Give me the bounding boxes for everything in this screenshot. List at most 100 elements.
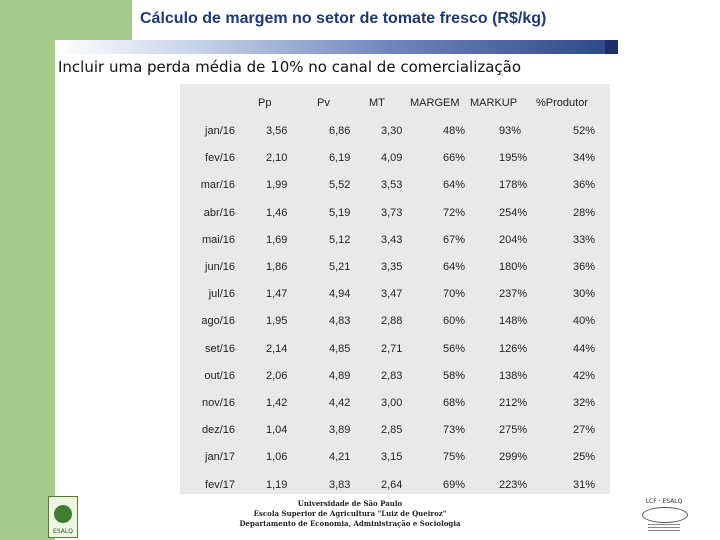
col-header-mt: MT bbox=[369, 97, 385, 109]
table-row: out/16 2,06 4,89 2,83 58% 138% 42% bbox=[0, 370, 720, 390]
cell-pp: 1,42 bbox=[266, 397, 288, 409]
cell-pv: 3,83 bbox=[329, 478, 351, 491]
cell-margem: 73% bbox=[443, 424, 466, 437]
cell-margem: 60% bbox=[443, 315, 466, 328]
cell-produtor: 31% bbox=[573, 478, 596, 491]
footer-school: Escola Superior de Agricultura "Luiz de … bbox=[253, 509, 447, 518]
table-row: dez/16 1,04 3,89 2,85 73% 275% 27% bbox=[0, 424, 720, 444]
cell-mt: 3,30 bbox=[381, 125, 403, 137]
table-row: jun/16 1,86 5,21 3,35 64% 180% 36% bbox=[0, 261, 720, 281]
cell-markup: 93% bbox=[499, 125, 522, 137]
cell-margem: 56% bbox=[443, 342, 466, 355]
col-header-markup: MARKUP bbox=[470, 97, 518, 109]
cell-produtor: 25% bbox=[573, 451, 596, 464]
cell-pv: 6,19 bbox=[329, 152, 351, 165]
cell-markup: 126% bbox=[499, 342, 528, 355]
cell-pv: 5,19 bbox=[329, 206, 351, 219]
title-gradient-bar bbox=[55, 40, 615, 54]
cell-month: dez/16 bbox=[201, 424, 235, 437]
cell-mt: 2,71 bbox=[381, 342, 403, 355]
cell-pp: 1,99 bbox=[266, 179, 288, 192]
esalq-seal-icon: ESALQ bbox=[48, 496, 78, 538]
footer-university: Universidade de São Paulo bbox=[297, 499, 403, 508]
esalq-logo-text: ESALQ bbox=[53, 528, 73, 535]
table-row: jan/17 1,06 4,21 3,15 75% 299% 25% bbox=[0, 451, 720, 471]
cell-month: abr/16 bbox=[203, 206, 235, 219]
cell-pp: 3,56 bbox=[266, 125, 288, 137]
cell-margem: 72% bbox=[443, 206, 466, 219]
cell-pp: 1,69 bbox=[266, 233, 288, 246]
col-header-produtor: %Produtor bbox=[536, 97, 588, 109]
table-row: mai/16 1,69 5,12 3,43 67% 204% 33% bbox=[0, 234, 720, 254]
title-bar-end-block bbox=[605, 40, 618, 54]
col-header-pp: Pp bbox=[258, 97, 272, 109]
cell-margem: 70% bbox=[443, 288, 466, 301]
cell-month: jun/16 bbox=[205, 261, 235, 273]
cell-pp: 1,04 bbox=[266, 424, 288, 437]
table-row: jan/16 3,56 6,86 3,30 48% 93% 52% bbox=[0, 125, 720, 145]
cell-markup: 212% bbox=[499, 397, 528, 409]
table-row: abr/16 1,46 5,19 3,73 72% 254% 28% bbox=[0, 207, 720, 227]
cell-margem: 68% bbox=[443, 397, 466, 409]
table-row: fev/16 2,10 6,19 4,09 66% 195% 34% bbox=[0, 152, 720, 172]
cell-mt: 4,09 bbox=[381, 152, 403, 165]
cell-pp: 2,06 bbox=[266, 369, 288, 382]
cell-month: fev/17 bbox=[205, 478, 235, 491]
cell-month: ago/16 bbox=[201, 315, 235, 328]
table-row: ago/16 1,95 4,83 2,88 60% 148% 40% bbox=[0, 315, 720, 335]
cell-markup: 178% bbox=[499, 179, 528, 192]
slide-title: Cálculo de margem no setor de tomate fre… bbox=[140, 10, 547, 27]
cell-markup: 180% bbox=[499, 261, 528, 273]
table-row: nov/16 1,42 4,42 3,00 68% 212% 32% bbox=[0, 397, 720, 417]
cell-produtor: 32% bbox=[573, 397, 596, 409]
cell-markup: 138% bbox=[499, 369, 528, 382]
cell-pp: 2,10 bbox=[266, 152, 288, 165]
cell-mt: 3,53 bbox=[381, 179, 403, 192]
cell-produtor: 34% bbox=[573, 152, 596, 165]
cell-month: mai/16 bbox=[201, 233, 235, 246]
cell-produtor: 52% bbox=[573, 125, 596, 137]
col-header-pv: Pv bbox=[317, 97, 330, 109]
cell-mt: 2,85 bbox=[381, 424, 403, 437]
cell-pv: 4,21 bbox=[329, 451, 351, 464]
cell-month: set/16 bbox=[205, 342, 235, 355]
cell-pv: 4,89 bbox=[329, 369, 351, 382]
cell-margem: 64% bbox=[443, 179, 466, 192]
cell-pp: 1,06 bbox=[266, 451, 288, 464]
cell-pp: 1,19 bbox=[266, 478, 288, 491]
cell-pp: 1,47 bbox=[266, 288, 288, 301]
cell-produtor: 28% bbox=[573, 206, 596, 219]
cell-margem: 69% bbox=[443, 478, 466, 491]
cell-month: out/16 bbox=[204, 369, 235, 382]
lcf-logo-text: LCF · ESALQ bbox=[645, 498, 683, 505]
cell-pv: 3,89 bbox=[329, 424, 351, 437]
cell-mt: 3,00 bbox=[381, 397, 403, 409]
cell-markup: 299% bbox=[499, 451, 528, 464]
cell-markup: 195% bbox=[499, 152, 528, 165]
cell-pv: 4,94 bbox=[329, 288, 351, 301]
cell-markup: 204% bbox=[499, 233, 528, 246]
cell-produtor: 40% bbox=[573, 315, 596, 328]
cell-markup: 148% bbox=[499, 315, 528, 328]
cell-pv: 6,86 bbox=[329, 125, 351, 137]
cell-month: jul/16 bbox=[208, 288, 235, 301]
table-row: mar/16 1,99 5,52 3,53 64% 178% 36% bbox=[0, 179, 720, 199]
cell-month: fev/16 bbox=[205, 152, 235, 165]
cell-mt: 3,15 bbox=[381, 451, 403, 464]
cell-produtor: 42% bbox=[573, 369, 596, 382]
cell-produtor: 30% bbox=[573, 288, 596, 301]
cell-mt: 3,73 bbox=[381, 206, 403, 219]
cell-month: jan/16 bbox=[205, 125, 235, 137]
cell-pp: 2,14 bbox=[266, 342, 288, 355]
cell-margem: 58% bbox=[443, 369, 466, 382]
table-row: jul/16 1,47 4,94 3,47 70% 237% 30% bbox=[0, 288, 720, 308]
cell-pv: 4,42 bbox=[329, 397, 351, 409]
cell-mt: 2,64 bbox=[381, 478, 403, 491]
cell-markup: 254% bbox=[499, 206, 528, 219]
cell-markup: 237% bbox=[499, 288, 528, 301]
cell-pv: 5,52 bbox=[329, 179, 351, 192]
cell-margem: 64% bbox=[443, 261, 466, 273]
cell-markup: 223% bbox=[499, 478, 528, 491]
footer-department: Departamento de Economia, Administração … bbox=[239, 519, 461, 528]
cell-month: mar/16 bbox=[200, 179, 235, 192]
